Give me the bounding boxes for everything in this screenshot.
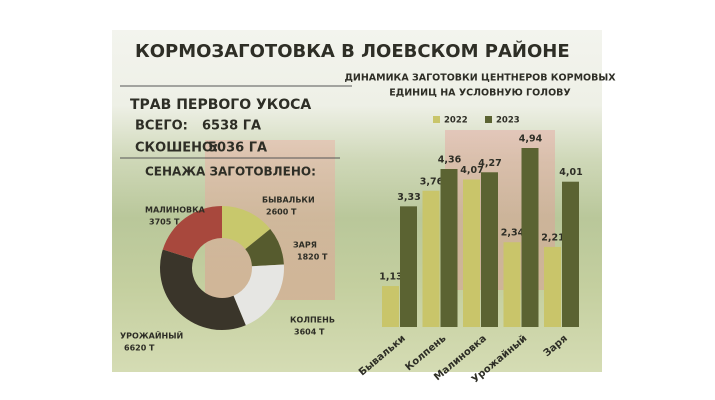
value-label: 4,07 [460, 165, 483, 176]
donut-segment [160, 249, 246, 330]
value-label: 4,27 [478, 158, 501, 169]
segment-value: 3604 Т [294, 328, 325, 337]
bar [503, 242, 521, 327]
value-label: 3,33 [397, 192, 420, 203]
value-label: 4,01 [559, 167, 582, 178]
legend-swatch [433, 116, 440, 123]
value-label: 1,13 [379, 272, 402, 283]
x-tick-label: Бывальки [357, 333, 408, 378]
segment-label: МАЛИНОВКА [145, 206, 206, 215]
chart-title: ДИНАМИКА ЗАГОТОВКИ ЦЕНТНЕРОВ КОРМОВЫХ [344, 73, 616, 84]
value-label: 4,36 [438, 155, 462, 166]
mowed-value: 5036 ГА [208, 141, 267, 156]
donut-segment [222, 206, 271, 250]
segment-label: КОЛПЕНЬ [290, 316, 335, 325]
segment-value: 6620 Т [124, 344, 155, 353]
bar [521, 148, 539, 327]
silage-heading: СЕНАЖА ЗАГОТОВЛЕНО: [145, 165, 316, 179]
bar [463, 179, 480, 327]
segment-label: БЫВАЛЬКИ [262, 196, 315, 205]
donut-segment [245, 228, 284, 267]
total-value: 6538 ГА [202, 119, 261, 134]
total-label: ВСЕГО: [135, 119, 188, 134]
legend-label: 2023 [496, 116, 520, 126]
bar [422, 190, 440, 327]
segment-value: 1820 Т [297, 253, 328, 262]
value-label: 4,94 [519, 134, 543, 145]
bar [481, 172, 498, 327]
title: КОРМОЗАГОТОВКА В ЛОЕВСКОМ РАЙОНЕ [135, 40, 570, 62]
bar [562, 181, 579, 327]
segment-label: УРОЖАЙНЫЙ [120, 330, 183, 341]
heading: ТРАВ ПЕРВОГО УКОСА [130, 97, 311, 113]
bar [400, 206, 417, 327]
legend-label: 2022 [444, 116, 468, 126]
segment-value: 3705 Т [149, 218, 180, 227]
x-tick-label: Заря [542, 333, 570, 359]
chart-title: ЕДИНИЦ НА УСЛОВНУЮ ГОЛОВУ [389, 88, 571, 99]
bar [544, 246, 561, 327]
donut-segment [162, 206, 222, 260]
legend-swatch [485, 116, 492, 123]
value-label: 2,21 [541, 232, 564, 243]
bar [382, 286, 399, 327]
mowed-label: СКОШЕНО: [135, 141, 218, 156]
value-label: 3,76 [420, 176, 444, 187]
bar [440, 169, 458, 327]
segment-label: ЗАРЯ [293, 241, 317, 250]
segment-value: 2600 Т [266, 208, 297, 217]
donut-segment [233, 264, 285, 326]
value-label: 2,34 [501, 228, 525, 239]
